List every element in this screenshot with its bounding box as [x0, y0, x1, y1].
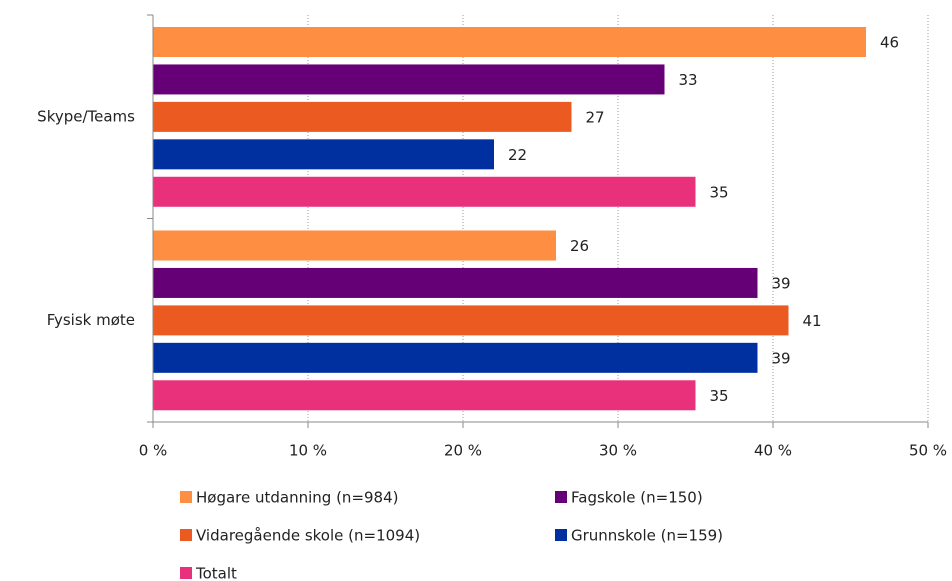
y-tick-label: Fysisk møte: [47, 311, 135, 329]
legend-swatch: [555, 491, 567, 503]
x-tick-label: 30 %: [599, 442, 637, 460]
y-tick-label: Skype/Teams: [37, 107, 135, 125]
legend-label: Fagskole (n=150): [571, 489, 703, 507]
data-label: 41: [803, 312, 822, 330]
bar: [153, 230, 556, 261]
bar: [153, 27, 866, 57]
data-label: 35: [710, 387, 729, 405]
legend-label: Totalt: [195, 565, 237, 581]
x-tick-label: 10 %: [289, 442, 327, 460]
x-tick-label: 20 %: [444, 442, 482, 460]
bar: [153, 342, 758, 373]
bar: [153, 305, 789, 336]
x-tick-label: 0 %: [139, 442, 168, 460]
data-label: 46: [880, 34, 899, 52]
data-label: 26: [570, 237, 589, 255]
bar: [153, 139, 494, 170]
data-label: 27: [586, 108, 605, 126]
legend-label: Høgare utdanning (n=984): [196, 489, 399, 507]
legend-label: Vidaregående skole (n=1094): [196, 527, 420, 545]
legend-label: Grunnskole (n=159): [571, 527, 723, 545]
bar: [153, 380, 696, 411]
bar: [153, 64, 665, 95]
x-tick-label: 40 %: [754, 442, 792, 460]
data-label: 39: [772, 274, 791, 292]
legend-swatch: [180, 491, 192, 503]
bar: [153, 176, 696, 207]
x-tick-label: 50 %: [909, 442, 947, 460]
bar: [153, 101, 572, 132]
data-label: 39: [772, 349, 791, 367]
data-label: 35: [710, 183, 729, 201]
legend-swatch: [180, 567, 192, 579]
bar: [153, 267, 758, 298]
legend-swatch: [555, 529, 567, 541]
data-label: 22: [508, 146, 527, 164]
legend-swatch: [180, 529, 192, 541]
data-label: 33: [679, 71, 698, 89]
